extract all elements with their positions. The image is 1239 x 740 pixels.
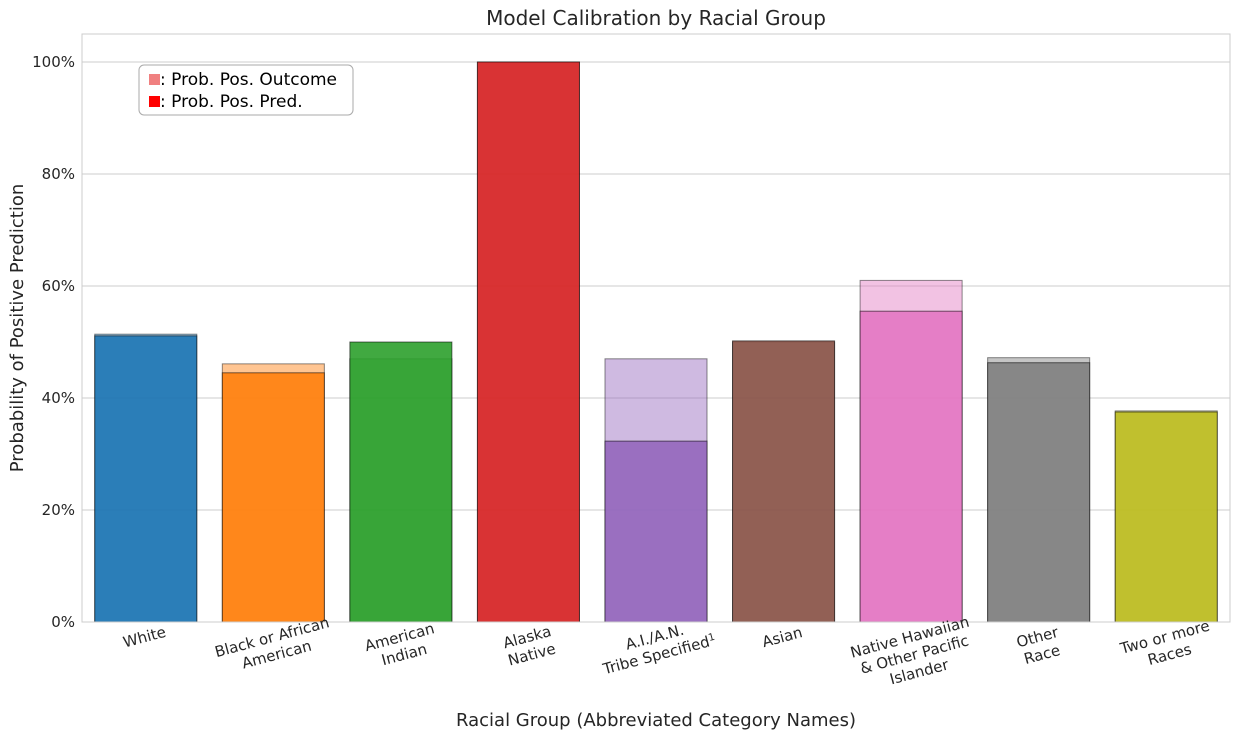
y-tick-label: 40% <box>42 389 75 407</box>
legend: : Prob. Pos. Outcome : Prob. Pos. Pred. <box>138 64 354 116</box>
x-tick-label: A.I./A.N.Tribe Specified1 <box>600 621 718 679</box>
legend-box <box>138 64 354 116</box>
legend-label-outcome: : Prob. Pos. Outcome <box>160 70 337 90</box>
y-tick-label: 20% <box>42 501 75 519</box>
y-tick-label: 60% <box>42 277 75 295</box>
legend-swatch-prediction <box>149 96 160 107</box>
legend-label-prediction: : Prob. Pos. Pred. <box>160 92 303 112</box>
x-tick-label-line: White <box>121 623 168 652</box>
bar-prediction <box>1114 411 1218 623</box>
x-tick-label-line: Asian <box>760 623 804 651</box>
plot-frame <box>81 33 1231 623</box>
y-tick-labels: 0% 20% 40% 60% 80% 100% <box>32 53 75 631</box>
bar-prediction <box>859 310 963 623</box>
bar-prediction <box>221 372 325 623</box>
bar-prediction <box>732 340 836 623</box>
bar-prediction <box>94 335 198 623</box>
y-tick-label: 80% <box>42 165 75 183</box>
bar-prediction <box>987 362 1091 623</box>
legend-swatch-outcome <box>149 74 160 85</box>
bar-prediction <box>604 440 708 623</box>
bars <box>94 61 1218 623</box>
y-axis-label: Probability of Positive Prediction <box>7 184 28 472</box>
chart-title: Model Calibration by Racial Group <box>486 6 826 30</box>
bar-prediction <box>476 61 580 623</box>
y-tick-label: 100% <box>32 53 75 71</box>
y-tick-label: 0% <box>51 613 75 631</box>
x-tick-label: White <box>121 623 168 652</box>
x-axis-label: Racial Group (Abbreviated Category Names… <box>456 710 856 731</box>
bar-prediction <box>349 341 453 623</box>
x-tick-label: Asian <box>760 623 804 651</box>
